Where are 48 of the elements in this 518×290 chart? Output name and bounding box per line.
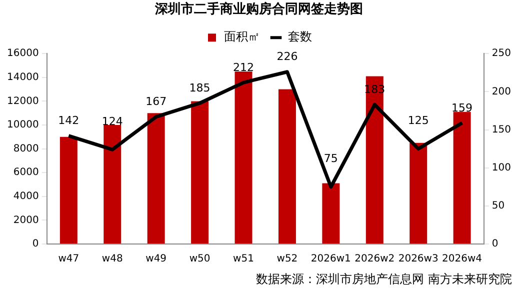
bar — [234, 71, 252, 244]
y-tick-label: 0 — [32, 238, 39, 250]
bar — [410, 142, 428, 244]
x-tick-label: w50 — [189, 254, 210, 265]
bar — [278, 89, 296, 244]
bar — [104, 125, 122, 244]
data-label: 142 — [58, 114, 80, 128]
y-tick-label: 10000 — [7, 120, 39, 131]
y-tick-label: 12000 — [7, 96, 39, 107]
legend-label: 面积㎡ — [224, 30, 260, 44]
y-tick-label: 8000 — [13, 143, 39, 154]
x-tick-label: w49 — [146, 254, 167, 265]
y-tick-label: 4000 — [13, 190, 39, 202]
x-tick-label: 2026w4 — [442, 254, 482, 265]
data-label: 185 — [189, 81, 210, 94]
x-tick-label: w47 — [58, 254, 80, 265]
y2-tick-label: 200 — [492, 86, 512, 98]
x-tick-label: w51 — [233, 254, 254, 265]
y2-tick-label: 0 — [492, 238, 498, 250]
bar — [453, 112, 471, 244]
x-tick-label: 2026w3 — [398, 254, 438, 265]
bar — [191, 101, 209, 244]
data-label: 226 — [276, 50, 298, 64]
data-label: 75 — [324, 152, 338, 166]
x-tick-label: 2026w2 — [354, 254, 395, 265]
y-tick-label: 6000 — [13, 167, 39, 178]
bar — [147, 113, 165, 244]
bar — [366, 76, 384, 244]
y2-tick-label: 250 — [492, 48, 512, 60]
data-label: 124 — [102, 114, 123, 128]
y2-tick-label: 150 — [492, 124, 512, 136]
y-tick-label: 2000 — [13, 214, 39, 226]
data-label: 125 — [408, 114, 429, 128]
chart-title: 深圳市二手商业购房合同网签走势图 — [154, 1, 363, 18]
bar — [60, 136, 78, 244]
y-tick-label: 14000 — [7, 72, 39, 83]
x-tick-label: w52 — [276, 254, 298, 265]
source-note: 数据来源：深圳市房地产信息网 南方未来研究院 — [256, 272, 512, 286]
data-label: 212 — [233, 60, 254, 74]
y2-tick-label: 100 — [492, 162, 512, 174]
y2-tick-label: 50 — [492, 200, 505, 212]
legend-label: 套数 — [288, 30, 312, 44]
data-label: 167 — [146, 95, 167, 108]
x-tick-label: w48 — [102, 254, 123, 265]
x-tick-label: 2026w1 — [310, 254, 351, 265]
data-label: 159 — [452, 101, 473, 114]
y-tick-label: 16000 — [7, 48, 39, 60]
bar — [322, 183, 340, 244]
